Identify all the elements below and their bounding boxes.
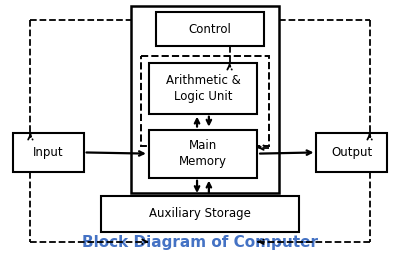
Bar xyxy=(316,133,387,172)
Bar xyxy=(156,12,264,46)
Bar xyxy=(101,196,299,232)
Bar xyxy=(149,63,257,114)
Text: Arithmetic &
Logic Unit: Arithmetic & Logic Unit xyxy=(166,74,240,103)
Text: Input: Input xyxy=(33,146,64,159)
Text: Main
Memory: Main Memory xyxy=(179,139,227,168)
Text: Output: Output xyxy=(331,146,372,159)
Bar xyxy=(131,6,279,193)
Bar xyxy=(149,130,257,178)
Bar xyxy=(141,56,269,146)
Text: Block Diagram of Computer: Block Diagram of Computer xyxy=(82,235,318,250)
Bar xyxy=(13,133,84,172)
Text: Control: Control xyxy=(188,23,231,36)
Text: Auxiliary Storage: Auxiliary Storage xyxy=(149,207,251,220)
